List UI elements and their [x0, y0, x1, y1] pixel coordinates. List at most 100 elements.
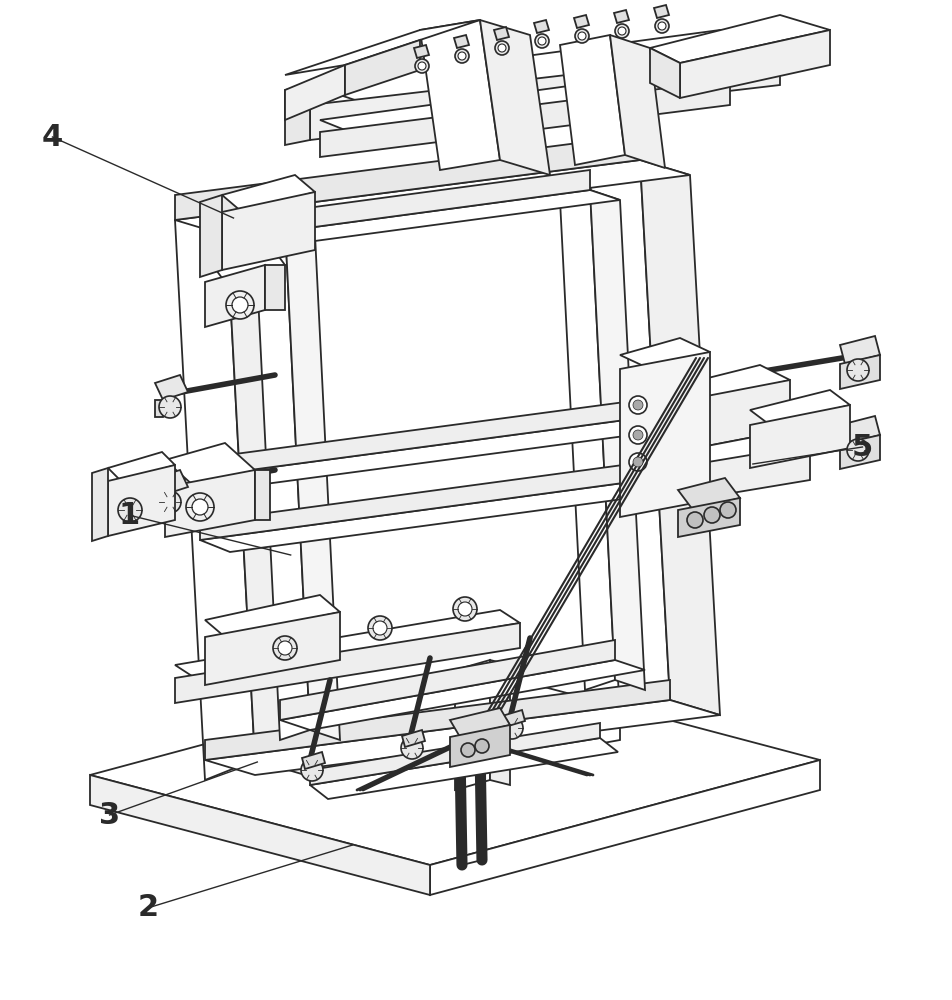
- Circle shape: [278, 641, 291, 655]
- Polygon shape: [449, 708, 509, 737]
- Text: 5: 5: [851, 432, 872, 462]
- Circle shape: [846, 359, 868, 381]
- Polygon shape: [677, 478, 739, 510]
- Polygon shape: [480, 20, 549, 175]
- Polygon shape: [175, 400, 640, 480]
- Circle shape: [574, 29, 588, 43]
- Polygon shape: [309, 738, 617, 799]
- Polygon shape: [839, 355, 879, 389]
- Polygon shape: [560, 190, 614, 690]
- Circle shape: [538, 37, 545, 45]
- Circle shape: [401, 737, 423, 759]
- Polygon shape: [280, 660, 645, 730]
- Polygon shape: [200, 460, 660, 540]
- Circle shape: [454, 49, 468, 63]
- Polygon shape: [677, 498, 739, 537]
- Text: 1: 1: [118, 500, 139, 530]
- Polygon shape: [345, 40, 420, 95]
- Polygon shape: [502, 710, 525, 727]
- Polygon shape: [489, 660, 509, 785]
- Polygon shape: [108, 452, 175, 481]
- Polygon shape: [660, 430, 809, 470]
- Polygon shape: [429, 760, 819, 895]
- Polygon shape: [640, 390, 660, 460]
- Polygon shape: [165, 470, 255, 537]
- Circle shape: [301, 759, 323, 781]
- Polygon shape: [155, 495, 163, 512]
- Polygon shape: [222, 192, 315, 270]
- Polygon shape: [613, 10, 628, 23]
- Circle shape: [458, 602, 471, 616]
- Polygon shape: [649, 15, 829, 63]
- Circle shape: [617, 27, 625, 35]
- Polygon shape: [155, 470, 188, 495]
- Circle shape: [474, 739, 488, 753]
- Circle shape: [614, 24, 628, 38]
- Polygon shape: [449, 670, 509, 765]
- Polygon shape: [205, 680, 669, 760]
- Text: 2: 2: [137, 894, 158, 922]
- Circle shape: [686, 512, 703, 528]
- Polygon shape: [92, 468, 108, 541]
- Polygon shape: [175, 135, 640, 220]
- Polygon shape: [165, 443, 255, 487]
- Polygon shape: [839, 336, 879, 364]
- Polygon shape: [413, 45, 428, 58]
- Polygon shape: [175, 610, 520, 678]
- Polygon shape: [320, 80, 729, 157]
- Polygon shape: [205, 595, 340, 637]
- Polygon shape: [285, 85, 309, 145]
- Polygon shape: [680, 30, 829, 98]
- Circle shape: [372, 621, 387, 635]
- Polygon shape: [155, 375, 188, 400]
- Circle shape: [452, 597, 477, 621]
- Polygon shape: [285, 225, 340, 740]
- Polygon shape: [89, 775, 429, 895]
- Polygon shape: [340, 710, 625, 770]
- Circle shape: [632, 457, 643, 467]
- Circle shape: [418, 62, 426, 70]
- Polygon shape: [225, 200, 305, 775]
- Polygon shape: [402, 730, 425, 747]
- Circle shape: [654, 19, 668, 33]
- Polygon shape: [620, 352, 709, 517]
- Circle shape: [461, 743, 474, 757]
- Polygon shape: [533, 20, 548, 33]
- Polygon shape: [309, 723, 600, 785]
- Text: 4: 4: [42, 122, 63, 151]
- Polygon shape: [660, 380, 789, 455]
- Circle shape: [578, 32, 585, 40]
- Polygon shape: [255, 470, 269, 520]
- Circle shape: [231, 297, 248, 313]
- Polygon shape: [175, 418, 669, 492]
- Polygon shape: [649, 48, 680, 98]
- Circle shape: [534, 34, 548, 48]
- Polygon shape: [839, 416, 879, 444]
- Polygon shape: [420, 20, 500, 170]
- Polygon shape: [839, 435, 879, 469]
- Polygon shape: [280, 640, 614, 720]
- Polygon shape: [89, 670, 819, 865]
- Circle shape: [272, 636, 297, 660]
- Polygon shape: [453, 35, 468, 48]
- Polygon shape: [620, 338, 709, 369]
- Polygon shape: [205, 612, 340, 685]
- Polygon shape: [640, 160, 720, 715]
- Polygon shape: [155, 400, 163, 417]
- Circle shape: [628, 453, 646, 471]
- Circle shape: [186, 493, 214, 521]
- Polygon shape: [589, 160, 669, 715]
- Polygon shape: [309, 30, 779, 105]
- Polygon shape: [175, 623, 520, 703]
- Circle shape: [501, 717, 523, 739]
- Polygon shape: [573, 15, 588, 28]
- Polygon shape: [255, 190, 620, 245]
- Circle shape: [458, 52, 466, 60]
- Circle shape: [414, 59, 428, 73]
- Polygon shape: [222, 175, 315, 212]
- Circle shape: [367, 616, 391, 640]
- Polygon shape: [255, 170, 589, 235]
- Polygon shape: [749, 405, 849, 468]
- Polygon shape: [108, 465, 175, 536]
- Polygon shape: [454, 660, 489, 790]
